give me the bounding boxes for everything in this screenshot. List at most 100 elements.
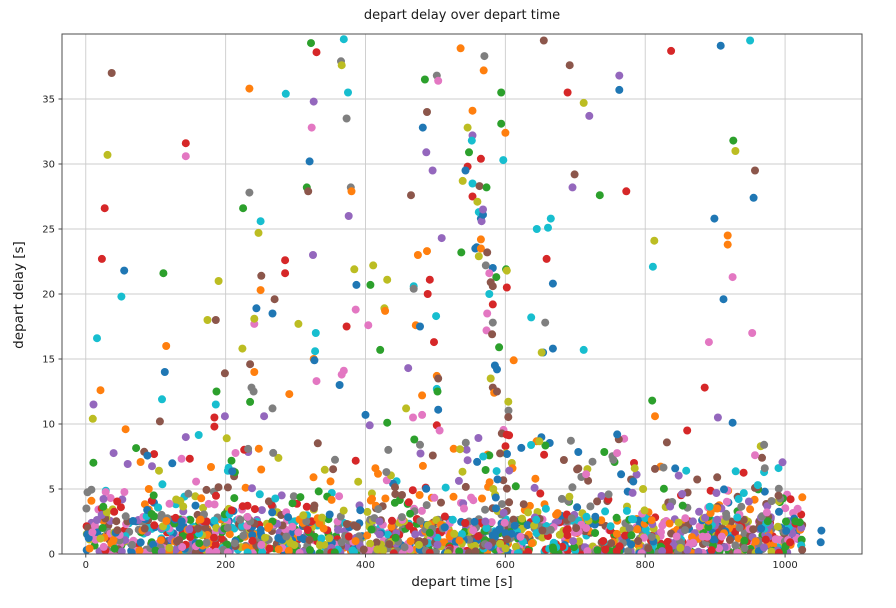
data-point (731, 147, 740, 155)
data-point (760, 440, 769, 449)
data-point (383, 275, 392, 284)
data-point (597, 492, 606, 500)
data-point (211, 400, 220, 409)
data-point (672, 532, 681, 541)
scatter-points (82, 35, 826, 554)
data-point (713, 515, 722, 524)
data-point (225, 530, 234, 539)
data-point (455, 536, 464, 545)
data-point (243, 548, 252, 554)
data-point (337, 61, 346, 70)
data-point (507, 529, 516, 538)
data-point (458, 467, 467, 476)
data-point (260, 412, 269, 421)
data-point (704, 338, 713, 347)
data-point (344, 532, 353, 541)
data-point (760, 487, 769, 496)
data-point (350, 521, 359, 530)
data-point (231, 449, 240, 457)
data-point (689, 538, 698, 547)
data-point (325, 534, 334, 543)
data-point (703, 532, 712, 541)
data-point (337, 370, 346, 379)
data-point (317, 534, 326, 543)
data-point (482, 183, 491, 192)
data-point (461, 438, 470, 447)
data-point (557, 494, 566, 503)
data-point (493, 387, 501, 396)
data-point (84, 534, 93, 542)
data-point (514, 549, 523, 554)
data-point (502, 430, 511, 439)
data-point (155, 417, 164, 426)
data-point (181, 433, 190, 442)
data-point (425, 275, 434, 284)
data-point (430, 338, 438, 347)
data-point (409, 284, 418, 293)
data-point (315, 541, 324, 550)
y-tick-label: 0 (49, 550, 55, 561)
data-point (241, 483, 250, 492)
data-point (101, 488, 110, 497)
data-point (404, 498, 413, 507)
data-point (314, 487, 323, 496)
data-point (264, 497, 273, 506)
data-point (628, 515, 636, 524)
data-point (640, 533, 648, 542)
data-point (148, 462, 156, 471)
data-point (196, 515, 205, 524)
data-point (312, 377, 321, 386)
data-point (501, 442, 510, 451)
data-point (758, 453, 766, 462)
data-point (162, 342, 171, 350)
data-point (496, 449, 505, 458)
data-point (318, 513, 326, 522)
data-point (622, 187, 631, 196)
data-point (160, 368, 169, 376)
y-tick-label: 30 (42, 160, 55, 171)
chart-title: depart delay over depart time (363, 8, 561, 23)
data-point (482, 326, 491, 335)
data-point (767, 547, 776, 554)
data-point (712, 489, 721, 497)
data-point (468, 192, 477, 201)
data-point (481, 261, 490, 270)
data-point (311, 347, 320, 356)
data-point (422, 501, 431, 510)
data-point (230, 539, 239, 548)
data-point (509, 515, 518, 524)
data-point (617, 470, 626, 479)
data-point (274, 545, 283, 554)
data-point (281, 89, 290, 98)
data-point (294, 319, 303, 328)
data-point (336, 512, 345, 521)
data-point (622, 506, 631, 515)
data-point (99, 502, 108, 511)
data-point (268, 508, 277, 517)
data-point (423, 290, 432, 298)
data-point (695, 522, 704, 531)
data-point (305, 536, 314, 545)
data-point (468, 106, 477, 115)
data-point (256, 286, 265, 295)
data-point (474, 532, 483, 541)
data-point (381, 494, 390, 503)
data-point (740, 536, 749, 545)
data-point (762, 508, 771, 517)
data-point (185, 525, 194, 534)
data-point (288, 522, 297, 531)
data-point (428, 166, 437, 175)
data-point (227, 506, 236, 515)
data-point (181, 139, 190, 148)
data-point (501, 529, 510, 538)
data-point (420, 75, 429, 84)
data-point (782, 526, 791, 535)
data-point (678, 501, 687, 510)
data-point (502, 484, 511, 493)
data-point (458, 530, 466, 539)
data-point (388, 516, 396, 525)
data-point (465, 548, 474, 554)
data-point (281, 256, 290, 265)
data-point (502, 266, 511, 275)
data-point (499, 156, 508, 165)
